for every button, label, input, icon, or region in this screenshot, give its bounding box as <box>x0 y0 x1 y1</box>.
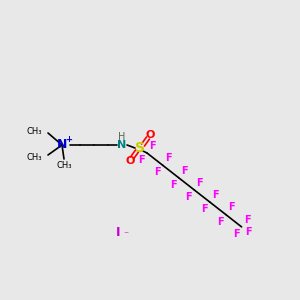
Text: +: + <box>65 136 73 145</box>
Text: CH₃: CH₃ <box>56 160 72 169</box>
Text: F: F <box>201 204 208 214</box>
Text: F: F <box>245 227 252 237</box>
Text: O: O <box>145 130 155 140</box>
Text: N: N <box>117 140 127 150</box>
Text: O: O <box>125 156 135 166</box>
Text: F: F <box>244 215 250 225</box>
Text: I: I <box>116 226 120 238</box>
Text: F: F <box>181 166 188 176</box>
Text: F: F <box>228 202 235 212</box>
Text: F: F <box>154 167 160 177</box>
Text: ⁻: ⁻ <box>123 230 129 240</box>
Text: H: H <box>118 132 126 142</box>
Text: F: F <box>217 217 224 227</box>
Text: F: F <box>233 229 239 239</box>
Text: CH₃: CH₃ <box>26 127 42 136</box>
Text: F: F <box>185 192 192 202</box>
Text: S: S <box>135 141 145 155</box>
Text: F: F <box>149 141 156 151</box>
Text: F: F <box>170 180 176 190</box>
Text: CH₃: CH₃ <box>26 152 42 161</box>
Text: N: N <box>57 139 67 152</box>
Text: F: F <box>165 153 172 163</box>
Text: F: F <box>196 178 203 188</box>
Text: F: F <box>138 155 145 165</box>
Text: F: F <box>212 190 219 200</box>
